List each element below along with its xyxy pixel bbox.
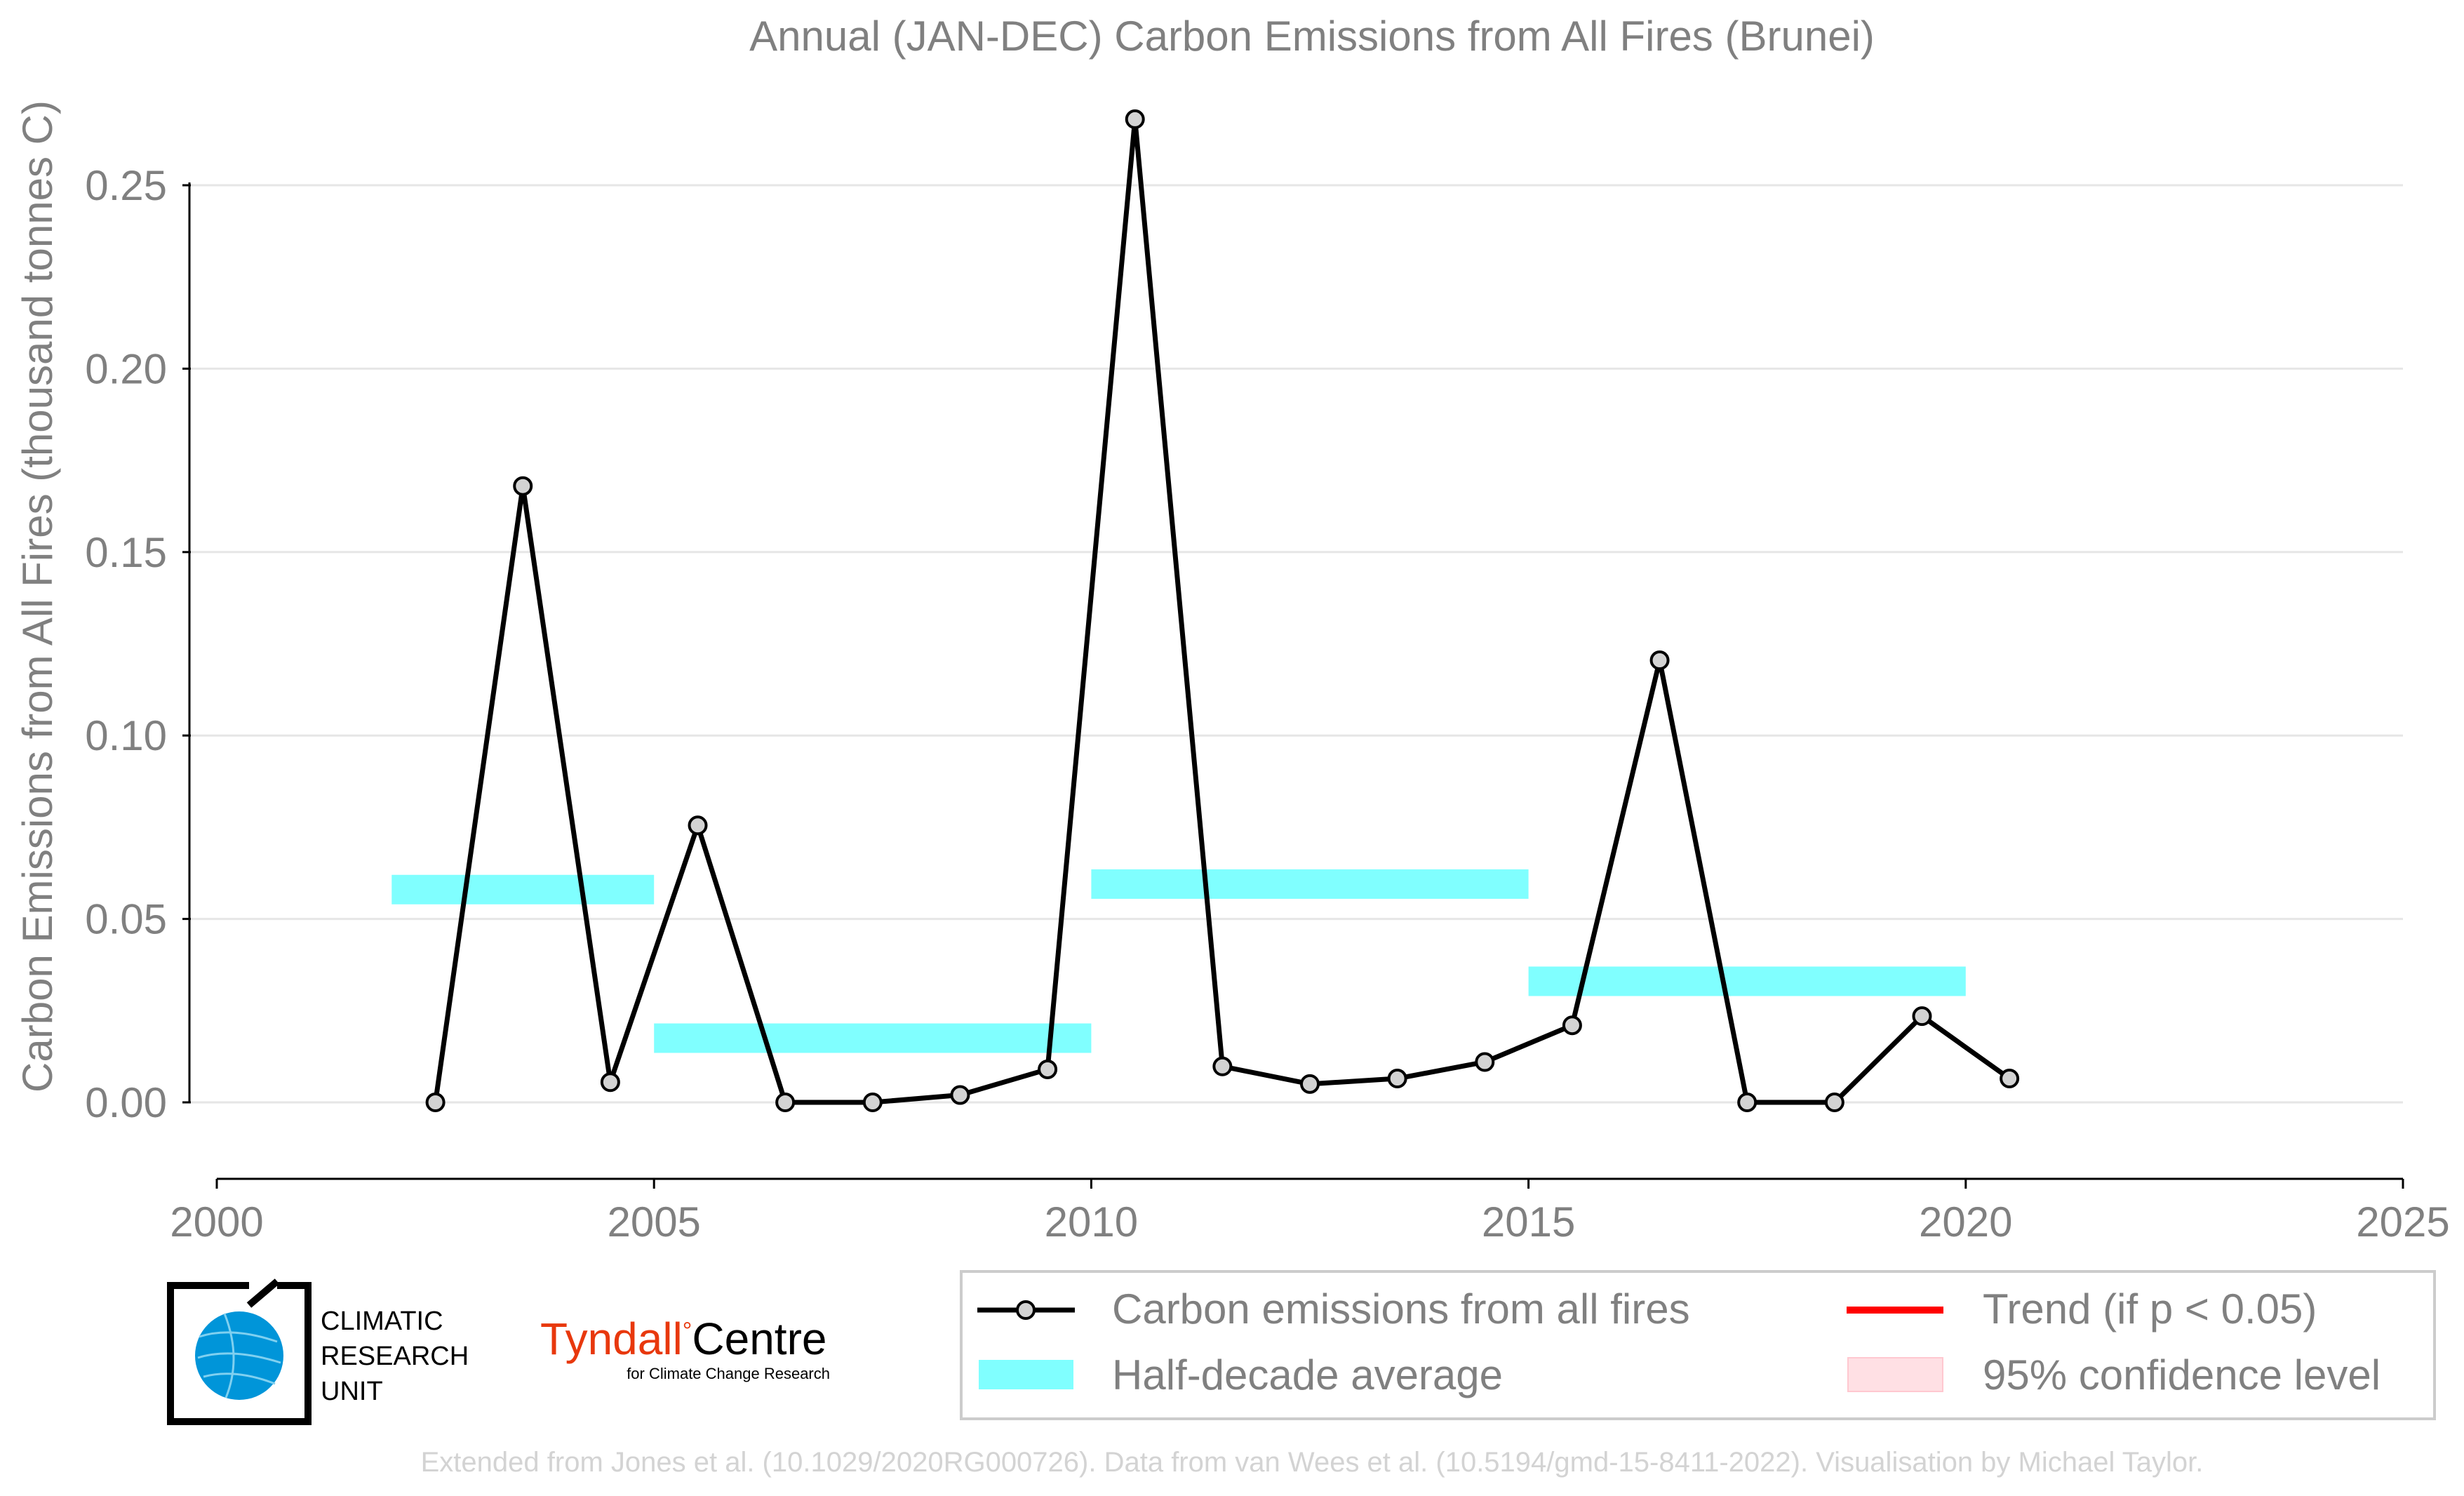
legend-confidence-swatch xyxy=(1847,1357,1943,1392)
legend-half-decade-label: Half-decade average xyxy=(1112,1351,1503,1398)
emissions-point xyxy=(1387,1069,1407,1089)
cru-logo-slash xyxy=(246,1278,280,1308)
emissions-series xyxy=(425,109,2020,1112)
tyndall-logo-text: Tyndall°Centre xyxy=(540,1314,826,1364)
emissions-point xyxy=(513,476,533,496)
legend-item-half-decade: Half-decade average xyxy=(979,1351,1503,1398)
half-decade-bands xyxy=(391,869,1966,1053)
tyndall-logo-subtitle: for Climate Change Research xyxy=(627,1365,830,1382)
cru-logo: CLIMATIC RESEARCH UNIT xyxy=(167,1278,469,1425)
cru-logo-frame xyxy=(167,1282,312,1425)
emissions-point xyxy=(1038,1059,1058,1079)
legend-trend-label: Trend (if p < 0.05) xyxy=(1983,1285,2317,1333)
emissions-point xyxy=(1912,1006,1932,1027)
footer-credits: Extended from Jones et al. (10.1029/2020… xyxy=(421,1447,2204,1478)
cru-logo-line-3: UNIT xyxy=(321,1377,383,1406)
emissions-point xyxy=(1300,1074,1320,1094)
legend-item-trend: Trend (if p < 0.05) xyxy=(1847,1285,2317,1333)
tyndall-logo-degree: ° xyxy=(683,1318,692,1344)
legend-emissions-label: Carbon emissions from all fires xyxy=(1112,1285,1690,1333)
emissions-point xyxy=(862,1093,883,1112)
emissions-point xyxy=(1562,1015,1582,1036)
legend-emissions-marker xyxy=(1016,1300,1036,1320)
axes xyxy=(182,182,2404,1189)
emissions-point xyxy=(775,1093,796,1112)
y-axis-label: Carbon Emissions from All Fires (thousan… xyxy=(14,100,61,1093)
x-tick-label: 2005 xyxy=(607,1198,700,1245)
half-decade-band xyxy=(654,1023,1092,1053)
legend-confidence-label: 95% confidence level xyxy=(1983,1351,2381,1398)
emissions-point xyxy=(1649,650,1670,671)
emissions-point xyxy=(1125,109,1145,129)
legend-frame xyxy=(960,1270,2436,1420)
x-tick-label: 2020 xyxy=(1919,1198,2012,1245)
half-decade-band xyxy=(1528,966,1966,996)
emissions-point xyxy=(688,815,708,836)
cru-logo-line-2: RESEARCH xyxy=(321,1342,469,1371)
legend-half-decade-swatch xyxy=(979,1360,1073,1389)
half-decade-band xyxy=(1091,869,1529,899)
emissions-point xyxy=(1475,1052,1495,1072)
emissions-point xyxy=(425,1093,446,1112)
half-decade-band xyxy=(391,874,655,904)
y-tick-label: 0.20 xyxy=(85,345,167,392)
y-tick-label: 0.25 xyxy=(85,162,167,209)
tyndall-logo: Tyndall°Centre for Climate Change Resear… xyxy=(540,1314,830,1382)
emissions-point xyxy=(2000,1069,2020,1089)
y-tick-label: 0.15 xyxy=(85,529,167,576)
cru-logo-line-1: CLIMATIC xyxy=(321,1307,443,1336)
emissions-point xyxy=(1212,1056,1233,1076)
tick-labels: 0.00 0.05 0.10 0.15 0.20 0.25 2000 2005 2010 2015… xyxy=(85,162,2450,1245)
x-tick-label: 2010 xyxy=(1045,1198,1138,1245)
emissions-point xyxy=(600,1072,620,1093)
legend-item-confidence: 95% confidence level xyxy=(1847,1351,2381,1398)
tyndall-logo-name: Tyndall xyxy=(540,1314,683,1364)
tyndall-logo-centre: Centre xyxy=(692,1314,826,1364)
y-tick-label: 0.00 xyxy=(85,1079,167,1126)
y-tick-label: 0.05 xyxy=(85,896,167,943)
emissions-line xyxy=(433,116,2011,1105)
x-tick-label: 2015 xyxy=(1482,1198,1575,1245)
chart-title: Annual (JAN-DEC) Carbon Emissions from A… xyxy=(749,13,1875,60)
legend: Carbon emissions from all fires Trend (i… xyxy=(960,1270,2436,1420)
emissions-point xyxy=(1737,1093,1757,1112)
x-tick-label: 2000 xyxy=(170,1198,263,1245)
emissions-point xyxy=(1824,1093,1844,1112)
globe-icon-contours xyxy=(197,1313,281,1398)
grid-lines xyxy=(191,184,2403,1104)
y-tick-label: 0.10 xyxy=(85,712,167,759)
legend-item-emissions: Carbon emissions from all fires xyxy=(977,1285,1690,1333)
x-tick-label: 2025 xyxy=(2356,1198,2449,1245)
emissions-point xyxy=(950,1085,970,1105)
